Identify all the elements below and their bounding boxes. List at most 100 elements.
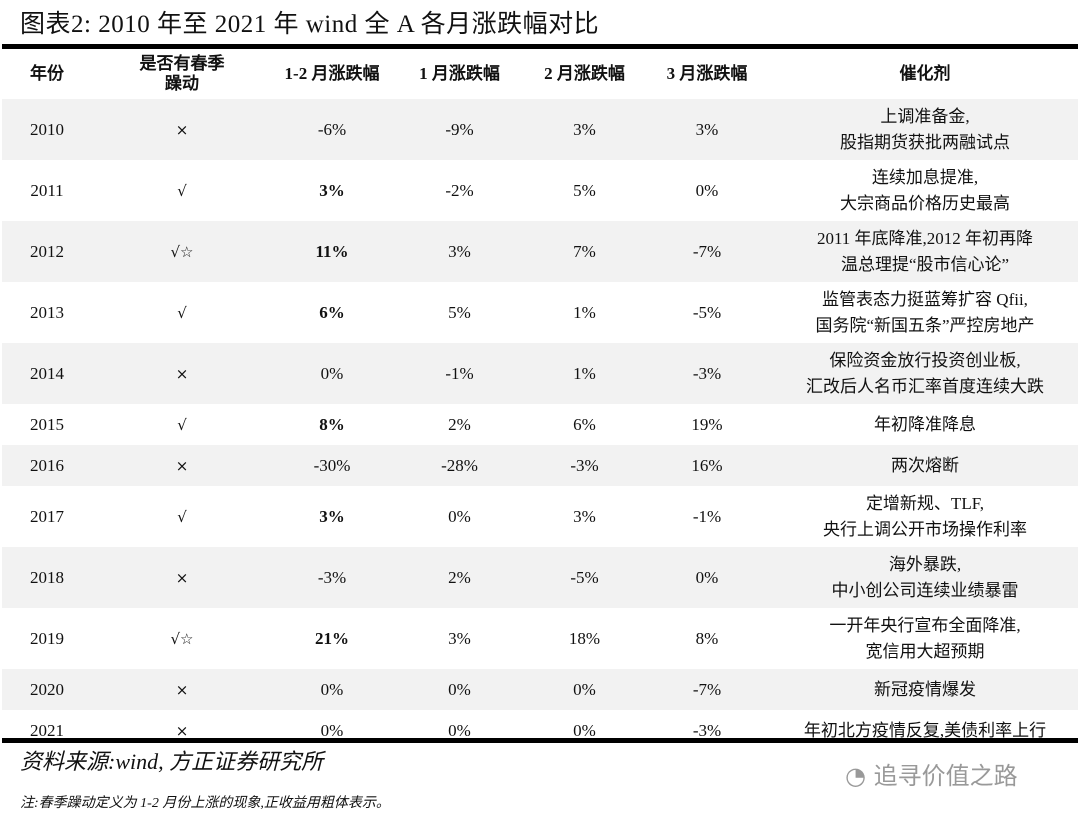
cell-m12: 11% (272, 221, 392, 282)
cell-m3: -7% (642, 669, 772, 710)
cell-year: 2012 (2, 221, 92, 282)
cell-m3: 0% (695, 180, 719, 200)
header-row: 年份 是否有春季躁动 1-2 月涨跌幅 1 月涨跌幅 2 月涨跌幅 3 月涨跌幅 催化剂 (2, 48, 1078, 99)
cell-m2: 0% (527, 669, 642, 710)
cell-m12: 0% (320, 720, 344, 740)
cell-m3: -1% (692, 506, 722, 526)
cell-spring: × (92, 669, 272, 710)
cell-year: 2013 (30, 302, 64, 322)
column-header: 3 月涨跌幅 (666, 63, 748, 83)
column-header: 催化剂 (899, 63, 951, 83)
cell-m12: 0% (272, 669, 392, 710)
catalyst-line: 新冠疫情爆发 (874, 679, 976, 699)
cell-spring: × (92, 547, 272, 608)
cell-spring: √☆ (92, 221, 272, 282)
cell-m2: 0% (573, 720, 596, 740)
cell-m12: 3% (319, 180, 345, 200)
cell-m2: -5% (527, 547, 642, 608)
cell-m1: 5% (448, 302, 471, 322)
cell-year: 2011 (30, 180, 64, 200)
cell-m2: 1% (527, 343, 642, 404)
cell-m2: -3% (527, 445, 642, 486)
cell-m3: 8% (695, 628, 719, 648)
cell-year: 2021 (30, 720, 64, 740)
table-row: 2013 √ 6% 5% 1% -5% 监管表态力挺蓝筹扩容 Qfii, 国务院“新国五条”严… (2, 282, 1078, 343)
cell-year: 2019 (30, 628, 64, 648)
catalyst-line: 上调准备金, (880, 106, 970, 126)
table-row: 2015 √ 8% 2% 6% 19% 年初降准降息 (2, 404, 1078, 445)
column-header: 2 月涨跌幅 (544, 63, 625, 83)
cell-spring: × (92, 343, 272, 404)
catalyst-line: 央行上调公开市场操作利率 (823, 519, 1027, 539)
catalyst-line: 汇改后人名币汇率首度连续大跌 (806, 376, 1044, 396)
cell-catalyst: 连续加息提准, 大宗商品价格历史最高 (772, 160, 1078, 221)
cell-m1: 2% (448, 414, 471, 434)
cell-m1: 0% (392, 669, 527, 710)
catalyst-line: 一开年央行宣布全面降准, (829, 615, 1021, 635)
cell-spring: √ (177, 507, 187, 526)
cell-m1: 3% (448, 628, 471, 648)
cell-spring: √ (177, 181, 187, 200)
cell-m2: 7% (527, 221, 642, 282)
cell-m3: 16% (642, 445, 772, 486)
catalyst-line: 温总理提“股市信心论” (840, 254, 1010, 274)
cell-m1: 3% (392, 221, 527, 282)
cell-m2: 3% (573, 506, 596, 526)
cell-spring: √☆ (170, 629, 194, 648)
table-row: 2021 × 0% 0% 0% -3% 年初北方疫情反复,美债利率上行 (2, 710, 1078, 751)
cell-year: 2014 (2, 343, 92, 404)
cell-m12: 0% (272, 343, 392, 404)
catalyst-line: 国务院“新国五条”严控房地产 (815, 315, 1035, 335)
cell-catalyst: 海外暴跌, 中小创公司连续业绩暴雷 (772, 547, 1078, 608)
catalyst-line: 中小创公司连续业绩暴雷 (831, 580, 1019, 600)
table-row: 2012 √☆ 11% 3% 7% -7% 2011 年底降准,2012 年初再降 温总理提“… (2, 221, 1078, 282)
cell-m12: -3% (272, 547, 392, 608)
footnote: 注:春季躁动定义为 1-2 月份上涨的现象,正收益用粗体表示。 (20, 796, 390, 811)
cell-spring: × (92, 445, 272, 486)
catalyst-line: 连续加息提准, (871, 167, 979, 187)
watermark: ◔ 追寻价值之路 (845, 756, 1018, 791)
watermark-text: 追寻价值之路 (873, 762, 1018, 790)
cell-m2: 5% (573, 180, 596, 200)
cell-m3: -7% (642, 221, 772, 282)
column-header: 年份 (30, 63, 64, 83)
cell-catalyst: 新冠疫情爆发 (772, 669, 1078, 710)
cell-m1: -2% (445, 180, 474, 200)
table-row: 2018 × -3% 2% -5% 0% 海外暴跌, 中小创公司连续业绩暴雷 (2, 547, 1078, 608)
cell-year: 2016 (2, 445, 92, 486)
cell-spring: × (92, 99, 272, 160)
cell-m3: -3% (692, 720, 722, 740)
table-row: 2016 × -30% -28% -3% 16% 两次熔断 (2, 445, 1078, 486)
cell-m12: -30% (272, 445, 392, 486)
catalyst-line: 股指期货获批两融试点 (840, 132, 1010, 152)
table-row: 2020 × 0% 0% 0% -7% 新冠疫情爆发 (2, 669, 1078, 710)
cell-spring: × (175, 721, 189, 740)
table-row: 2014 × 0% -1% 1% -3% 保险资金放行投资创业板, 汇改后人名币汇率首度连续大… (2, 343, 1078, 404)
cell-catalyst: 2011 年底降准,2012 年初再降 温总理提“股市信心论” (772, 221, 1078, 282)
cell-catalyst: 保险资金放行投资创业板, 汇改后人名币汇率首度连续大跌 (772, 343, 1078, 404)
table-row: 2011 √ 3% -2% 5% 0% 连续加息提准, 大宗商品价格历史最高 (2, 160, 1078, 221)
wechat-icon: ◔ (845, 762, 866, 790)
catalyst-line: 海外暴跌, (888, 554, 962, 574)
top-rule (2, 44, 1078, 49)
cell-m3: -5% (692, 302, 722, 322)
cell-m1: -9% (392, 99, 527, 160)
cell-m12: 3% (319, 506, 345, 526)
cell-m3: 0% (642, 547, 772, 608)
cell-m2: 1% (573, 302, 596, 322)
cell-m12: 8% (319, 414, 345, 434)
cell-catalyst: 定增新规、TLF, 央行上调公开市场操作利率 (772, 486, 1078, 547)
cell-spring: √ (177, 303, 187, 322)
catalyst-line: 定增新规、TLF, (865, 493, 985, 513)
cell-m1: 2% (392, 547, 527, 608)
cell-year: 2015 (30, 414, 64, 434)
cell-spring: √ (177, 415, 187, 434)
cell-catalyst: 一开年央行宣布全面降准, 宽信用大超预期 (772, 608, 1078, 669)
cell-year: 2010 (2, 99, 92, 160)
catalyst-line: 保险资金放行投资创业板, (829, 350, 1021, 370)
cell-catalyst: 监管表态力挺蓝筹扩容 Qfii, 国务院“新国五条”严控房地产 (772, 282, 1078, 343)
cell-m2: 18% (568, 628, 601, 648)
cell-catalyst: 两次熔断 (772, 445, 1078, 486)
cell-m12: 21% (315, 628, 349, 648)
cell-m12: -6% (272, 99, 392, 160)
